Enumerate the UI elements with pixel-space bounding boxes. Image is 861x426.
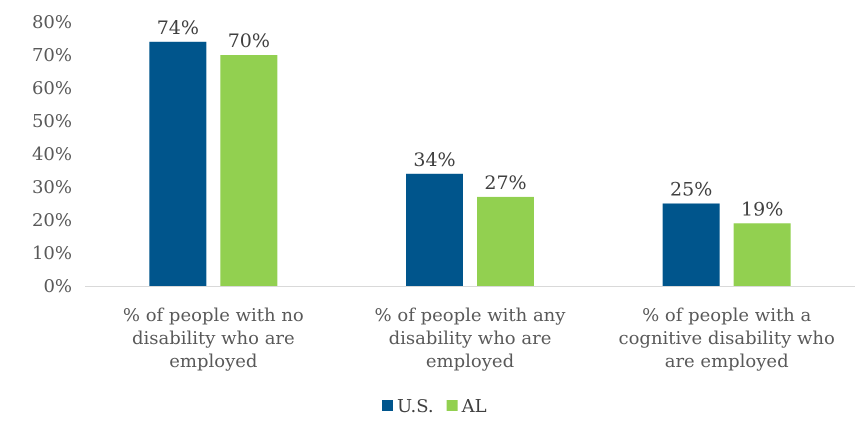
- data-labels: 74% 70% 34% 27% 25% 19%: [157, 17, 784, 221]
- y-axis: 0% 10% 20% 30% 40% 50% 60% 70% 80%: [32, 12, 72, 297]
- category-label-line: % of people with any: [375, 305, 567, 326]
- legend-label: U.S.: [397, 396, 434, 417]
- y-tick-label: 50%: [32, 111, 72, 132]
- data-label: 25%: [670, 179, 712, 201]
- legend-label: AL: [461, 396, 487, 417]
- data-label: 74%: [157, 17, 199, 39]
- category-labels: % of people with no disability who are emp…: [123, 305, 835, 372]
- category-label-line: cognitive disability who: [619, 328, 835, 349]
- category-label: % of people with no disability who are emp…: [123, 305, 304, 372]
- legend: U.S. AL: [382, 396, 487, 417]
- y-tick-label: 40%: [32, 144, 72, 165]
- y-tick-label: 70%: [32, 45, 72, 66]
- bars: [149, 41, 791, 286]
- y-tick-label: 60%: [32, 78, 72, 99]
- y-tick-label: 20%: [32, 210, 72, 231]
- category-label-line: disability who are: [389, 328, 552, 349]
- data-label: 19%: [741, 198, 783, 220]
- bar: [149, 41, 207, 286]
- data-label: 34%: [413, 149, 455, 171]
- bar: [220, 55, 278, 286]
- category-label: % of people with a cognitive disability w…: [619, 305, 835, 372]
- category-label-line: % of people with no: [123, 305, 304, 326]
- bar: [477, 196, 534, 286]
- bar: [733, 223, 791, 286]
- legend-swatch: [446, 400, 458, 411]
- y-tick-label: 80%: [32, 12, 72, 33]
- category-label-line: employed: [169, 351, 257, 372]
- category-label-line: are employed: [665, 351, 789, 372]
- category-label-line: disability who are: [132, 328, 295, 349]
- category-label: % of people with any disability who are em…: [375, 305, 567, 372]
- bar: [406, 173, 463, 286]
- y-tick-label: 10%: [32, 243, 72, 264]
- category-label-line: % of people with a: [642, 305, 811, 326]
- bar: [662, 203, 720, 286]
- legend-swatch: [382, 400, 393, 411]
- y-tick-label: 0%: [43, 276, 72, 297]
- y-tick-label: 30%: [32, 177, 72, 198]
- data-label: 70%: [228, 30, 270, 52]
- data-label: 27%: [484, 172, 526, 194]
- category-label-line: employed: [426, 351, 514, 372]
